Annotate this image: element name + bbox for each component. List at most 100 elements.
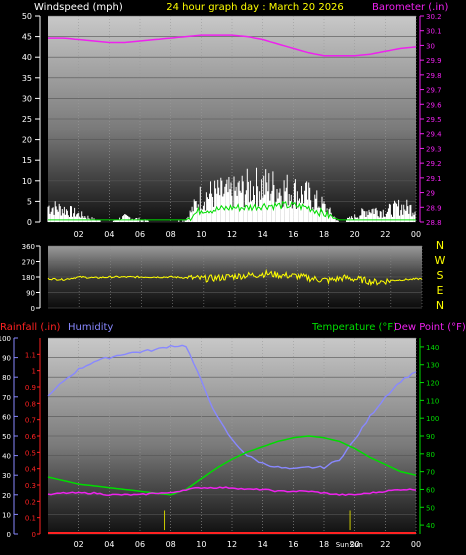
tick-label: 04 (104, 230, 114, 239)
tick-label: 02 (74, 230, 84, 239)
tick-label: 06 (135, 540, 145, 549)
tick-label: 02 (74, 540, 84, 549)
tick-label: 30.2 (426, 13, 442, 21)
compass-label: W (435, 254, 446, 267)
compass-label: N (436, 299, 444, 312)
wind-panel-ticks: 0 5 10 15 20 25 30 35 40 45 50 28.8 28.9 29 29.1 29.2 29… (22, 12, 442, 239)
tick-label: 12 (227, 540, 237, 549)
compass-label: N (436, 239, 444, 252)
tick-label: 20 (350, 540, 360, 549)
tick-label: 20 (350, 230, 360, 239)
series-temperature (47, 435, 417, 496)
tick-label: 29.7 (426, 87, 442, 95)
direction-panel-marks (47, 268, 423, 287)
tick-label: 50 (22, 12, 32, 21)
tick-label: 00 (411, 230, 421, 239)
temp-panel-marks (47, 344, 417, 534)
tick-label: 0.2 (25, 498, 36, 506)
tick-label: 15 (22, 156, 32, 165)
tick-label: 28.8 (426, 219, 442, 227)
temperature-axis-label: Temperature (°F) (311, 322, 397, 333)
tick-label: 180 (22, 274, 35, 282)
tick-label: 40 (426, 522, 435, 530)
tick-label: 0.1 (25, 515, 36, 523)
dewpoint-axis-label: Dew Point (°F) (394, 322, 466, 333)
tick-label: 20 (2, 492, 11, 500)
tick-label: 80 (2, 374, 11, 382)
series-barometer (48, 34, 417, 57)
tick-label: 29.6 (426, 101, 442, 109)
compass-label: E (437, 284, 444, 297)
windspeed-axis-label: Windspeed (mph) (34, 2, 123, 13)
series-dew-point (47, 486, 417, 497)
tick-label: 0 (31, 305, 35, 313)
tick-label: 5 (27, 197, 32, 206)
tick-label: 90 (426, 433, 435, 441)
tick-label: 50 (2, 433, 11, 441)
tick-label: 35 (22, 74, 32, 83)
tick-label: 0 (32, 531, 36, 539)
tick-label: 70 (2, 394, 11, 402)
tick-label: 14 (258, 540, 268, 549)
tick-label: 70 (426, 469, 435, 477)
tick-label: 0 (7, 531, 11, 539)
tick-label: 28.9 (426, 204, 442, 212)
tick-label: 80 (426, 451, 435, 459)
wind-panel-grid (48, 15, 417, 223)
tick-label: 10 (196, 230, 206, 239)
tick-label: 22 (380, 230, 390, 239)
tick-label: 110 (426, 397, 439, 405)
rainfall-axis-label: Rainfall (.in) (0, 322, 61, 333)
tick-label: 08 (166, 230, 176, 239)
temp-panel-ticks: 010203040506070809010000.10.20.30.40.50.… (0, 335, 439, 549)
tick-label: 0.3 (25, 482, 36, 490)
tick-label: 00 (411, 540, 421, 549)
humidity-axis-label: Humidity (68, 322, 113, 333)
tick-label: 25 (22, 115, 32, 124)
wind-panel-marks (47, 34, 417, 222)
tick-label: 18 (319, 540, 329, 549)
tick-label: 08 (166, 540, 176, 549)
tick-label: 140 (426, 344, 439, 352)
tick-label: 60 (2, 413, 11, 421)
tick-label: 29.9 (426, 57, 442, 65)
title-text: 24 hour graph day : March 20 2026 (166, 2, 344, 13)
tick-label: 20 (22, 136, 32, 145)
tick-label: 100 (426, 415, 439, 423)
tick-label: 30 (426, 42, 435, 50)
tick-label: 30 (22, 94, 32, 103)
tick-label: 16 (288, 230, 298, 239)
tick-label: 60 (426, 486, 435, 494)
tick-label: 40 (22, 53, 32, 62)
series-average-wind (48, 200, 416, 222)
tick-label: 0.9 (25, 384, 36, 392)
tick-label: 29.3 (426, 145, 442, 153)
barometer-axis-label: Barometer (.in) (372, 2, 448, 13)
tick-label: 18 (319, 230, 329, 239)
series-wind-direction (47, 268, 423, 287)
tick-label: 0 (27, 218, 32, 227)
tick-label: 270 (22, 259, 35, 267)
tick-label: 360 (22, 243, 35, 251)
tick-label: 12 (227, 230, 237, 239)
tick-label: 1.1 (25, 351, 36, 359)
tick-label: 40 (2, 453, 11, 461)
tick-label: 29.4 (426, 131, 442, 139)
tick-label: 45 (22, 33, 32, 42)
tick-label: 0.6 (25, 433, 37, 441)
tick-label: 0.7 (25, 417, 36, 425)
tick-label: 16 (288, 540, 298, 549)
tick-label: 29.2 (426, 160, 442, 168)
tick-label: 29.5 (426, 116, 442, 124)
tick-label: 0.8 (25, 400, 36, 408)
tick-label: 04 (104, 540, 114, 549)
tick-label: 1 (32, 368, 36, 376)
tick-label: 90 (2, 355, 11, 363)
tick-label: 0.4 (25, 466, 37, 474)
tick-label: 30.1 (426, 28, 442, 36)
tick-label: 22 (380, 540, 390, 549)
annotation-label: Sun (350, 541, 363, 549)
tick-label: 120 (426, 380, 439, 388)
tick-label: 130 (426, 362, 439, 370)
